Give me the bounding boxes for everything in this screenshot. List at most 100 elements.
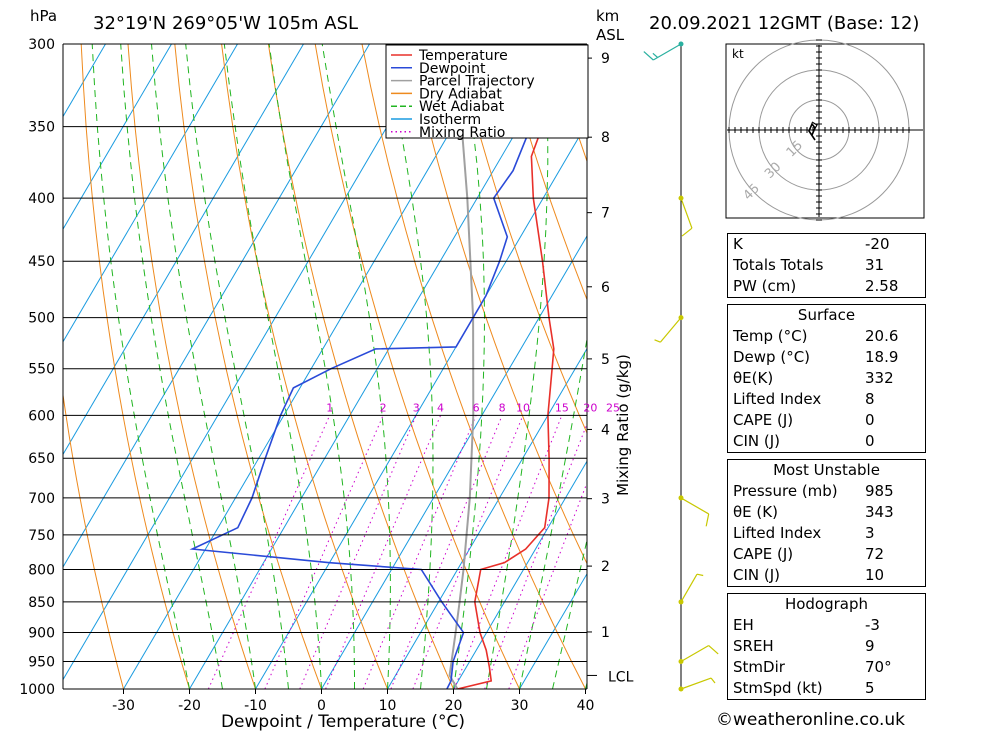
isotherm-line <box>63 44 238 343</box>
stat-label: Temp (°C) <box>733 327 808 345</box>
stat-value: 0 <box>865 411 875 429</box>
stat-value: 9 <box>865 637 875 655</box>
pressure-tick-label: 500 <box>28 311 55 327</box>
stat-label: K <box>733 235 743 253</box>
stat-value: 70° <box>865 658 892 676</box>
stat-value: 8 <box>865 390 875 408</box>
stat-row: SREH 9 <box>728 636 925 657</box>
stat-row: Dewp (°C) 18.9 <box>728 347 925 368</box>
hpa-unit-label: hPa <box>30 7 57 25</box>
legend-item: Dry Adiabat <box>391 86 502 102</box>
x-tick-label: 10 <box>379 698 397 714</box>
wind-barb <box>643 41 684 61</box>
pressure-tick-label: 600 <box>28 408 55 424</box>
km-axis: 1 2 3 4 5 6 7 8 9 LCL <box>587 51 634 685</box>
stat-row: Totals Totals 31 <box>728 255 925 276</box>
mixing-ratio-label: 25 <box>606 401 620 414</box>
svg-text:Dewpoint: Dewpoint <box>419 61 486 77</box>
legend-item: Parcel Trajectory <box>391 74 535 90</box>
surface-table: Surface Temp (°C) 20.6 Dewp (°C) 18.9 θE(K) 3… <box>727 304 926 453</box>
svg-text:Mixing Ratio: Mixing Ratio <box>419 125 505 141</box>
svg-text:Wet Adiabat: Wet Adiabat <box>419 99 505 115</box>
run-datetime: 20.09.2021 12GMT (Base: 12) <box>649 13 919 34</box>
stat-value: 18.9 <box>865 348 899 366</box>
isotherm-line <box>63 44 370 568</box>
stat-label: Lifted Index <box>733 524 822 542</box>
wind-profile <box>643 41 719 692</box>
stat-label: CAPE (J) <box>733 411 794 429</box>
mixing-ratio-label: 10 <box>516 401 530 414</box>
svg-text:Dry Adiabat: Dry Adiabat <box>419 86 502 102</box>
legend-item: Dewpoint <box>391 61 486 77</box>
asl-unit-label: ASL <box>596 26 625 44</box>
km-tick-label: 3 <box>601 492 610 508</box>
stat-value: 0 <box>865 432 875 450</box>
dry-adiabat-line <box>501 44 587 301</box>
isotherm-line <box>321 234 587 689</box>
mixing-ratio-label: 1 <box>326 401 333 414</box>
stat-label: StmSpd (kt) <box>733 679 823 697</box>
stat-label: CAPE (J) <box>733 545 794 563</box>
stat-label: Dewp (°C) <box>733 348 811 366</box>
km-tick-label: 8 <box>601 130 610 146</box>
mixing-ratio-label: 15 <box>555 401 569 414</box>
pressure-tick-label: 1000 <box>19 682 55 698</box>
lcl-label: LCL <box>608 669 634 685</box>
pressure-tick-label: 900 <box>28 626 55 642</box>
km-tick-label: 5 <box>601 352 610 368</box>
stat-row: EH -3 <box>728 615 925 636</box>
km-tick-label: 2 <box>601 559 610 575</box>
pressure-tick-label: 750 <box>28 528 55 544</box>
isotherm-line <box>519 572 587 689</box>
stat-row: θE (K) 343 <box>728 502 925 523</box>
x-tick-label: 40 <box>577 698 595 714</box>
x-tick-label: -30 <box>112 698 135 714</box>
mixing-ratio-line <box>299 415 417 689</box>
mixing-ratio-label: 6 <box>473 401 480 414</box>
mixing-ratio-axis-title: Mixing Ratio (g/kg) <box>614 354 632 496</box>
pressure-tick-label: 550 <box>28 362 55 378</box>
legend-item: Isotherm <box>391 112 481 128</box>
mixing-ratio-label: 8 <box>499 401 506 414</box>
mixing-ratio-label: 4 <box>437 401 444 414</box>
km-tick-label: 1 <box>601 625 610 641</box>
stat-row: CIN (J) 10 <box>728 565 925 586</box>
stat-row: CAPE (J) 0 <box>728 410 925 431</box>
pressure-tick-label: 850 <box>28 595 55 611</box>
mixing-ratio-line <box>325 415 442 689</box>
wind-barb <box>678 645 719 665</box>
background-lines <box>63 44 1000 689</box>
stat-label: StmDir <box>733 658 785 676</box>
x-tick-label: 0 <box>317 698 326 714</box>
station-title: 32°19'N 269°05'W 105m ASL <box>93 13 358 34</box>
stat-label: SREH <box>733 637 774 655</box>
legend-item: Wet Adiabat <box>391 99 505 115</box>
stat-row: StmSpd (kt) 5 <box>728 678 925 699</box>
stat-row: Lifted Index 8 <box>728 389 925 410</box>
stat-value: 332 <box>865 369 894 387</box>
pressure-tick-label: 700 <box>28 491 55 507</box>
dry-adiabat-line <box>970 44 1000 689</box>
svg-text:Parcel Trajectory: Parcel Trajectory <box>419 74 535 90</box>
wind-barb <box>654 315 684 343</box>
pressure-lines: 300 350 400 450 500 550 600 650 700 750 800 850 900 9… <box>19 37 587 698</box>
stat-label: Lifted Index <box>733 390 822 408</box>
series-parcel-trajectory <box>448 44 475 689</box>
stat-row: Lifted Index 3 <box>728 523 925 544</box>
stat-row: Temp (°C) 20.6 <box>728 326 925 347</box>
stat-value: -3 <box>865 616 880 634</box>
pressure-tick-label: 350 <box>28 120 55 136</box>
series-temperature <box>457 44 555 689</box>
indices-table: K -20 Totals Totals 31 PW (cm) 2.58 <box>727 233 926 298</box>
stat-label: CIN (J) <box>733 566 781 584</box>
isotherm-line <box>453 460 587 689</box>
stat-row: K -20 <box>728 234 925 255</box>
stat-row: StmDir 70° <box>728 657 925 678</box>
stat-value: 985 <box>865 482 894 500</box>
stat-label: Pressure (mb) <box>733 482 838 500</box>
hodograph-stats-title: Hodograph <box>784 595 869 613</box>
hodograph-table: Hodograph EH -3 SREH 9 StmDir 70° StmSpd (kt) 5 <box>727 593 926 700</box>
x-tick-label: -20 <box>178 698 201 714</box>
isotherm-line <box>63 44 172 231</box>
stat-label: θE(K) <box>733 369 774 387</box>
